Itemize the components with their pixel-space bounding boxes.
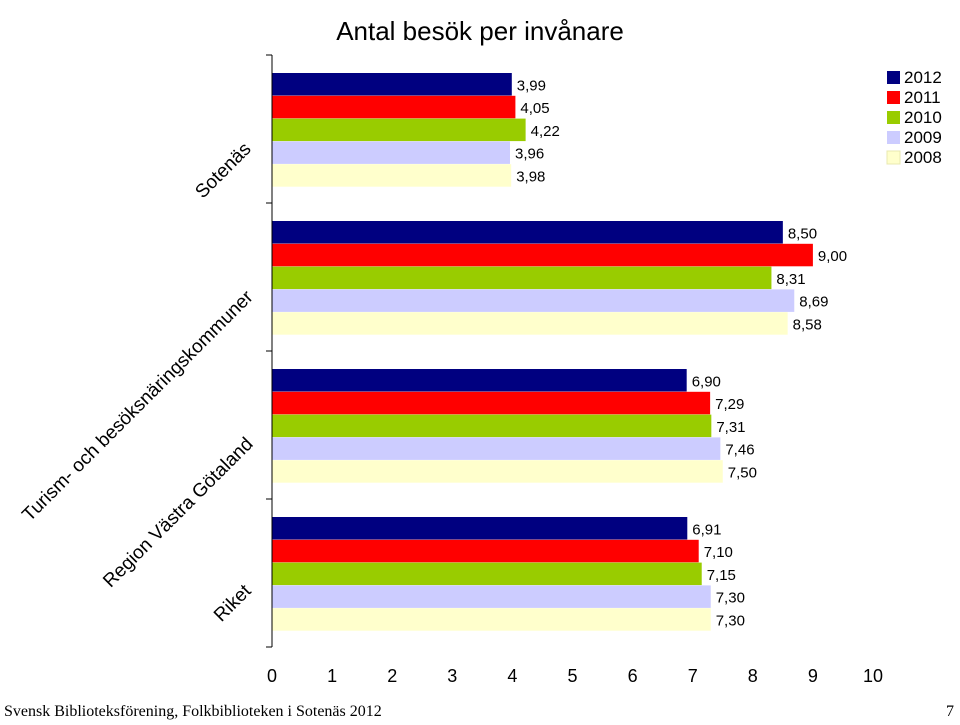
data-label: 8,50 [788,225,817,242]
data-label: 7,15 [707,567,736,584]
legend-label: 2012 [904,68,942,87]
legend-swatch-2011 [887,91,900,104]
legend-swatch-2009 [887,131,900,144]
bar-2011-3 [272,539,699,563]
x-tick-label: 5 [567,666,577,686]
bar-2012-0 [272,73,512,96]
bar-2012-1 [272,221,783,244]
bar-2009-2 [272,437,721,460]
bar-2009-3 [272,585,711,608]
bar-2010-1 [272,266,772,290]
bar-2010-0 [272,118,526,142]
bar-2012-3 [272,517,688,540]
bar-2011-0 [272,95,516,119]
x-tick-label: 4 [507,666,517,686]
legend-label: 2009 [904,128,942,147]
data-label: 6,90 [692,373,721,390]
bar-chart: Antal besök per invånare 3,994,054,223,9… [18,16,942,686]
x-tick-label: 1 [327,666,337,686]
bar-2008-0 [272,164,512,187]
data-label: 8,58 [793,316,822,333]
bar-2008-3 [272,608,711,631]
data-label: 7,46 [725,442,754,459]
data-label: 3,96 [515,146,544,163]
bar-2009-1 [272,289,795,312]
x-tick-label: 6 [628,666,638,686]
x-tick-label: 3 [447,666,457,686]
page-footer: Svensk Biblioteksförening, Folkbibliotek… [0,701,960,725]
data-label: 9,00 [818,248,847,265]
bar-2011-1 [272,243,813,267]
legend-label: 2010 [904,108,942,127]
data-label: 7,31 [716,419,745,436]
x-tick-label: 10 [863,666,883,686]
bars-group: 3,99 4,05 4,22 3,96 3,98 8,509,00 8,31 8,69 8,58… [272,73,847,631]
legend-swatch-2012 [887,71,900,84]
data-label: 7,30 [716,612,745,629]
data-label: 8,31 [776,271,805,288]
bar-2011-2 [272,391,711,415]
x-tick-label: 8 [748,666,758,686]
data-label: 6,91 [692,521,721,538]
x-tick-label: 0 [267,666,277,686]
bar-2008-2 [272,460,723,483]
bar-2010-2 [272,414,712,438]
page-number: 7 [946,703,954,720]
x-tick-label: 7 [688,666,698,686]
legend-swatch-2008 [886,150,901,165]
bar-2010-3 [272,562,702,586]
bar-2008-1 [272,312,788,335]
legend-label: 2008 [904,148,942,167]
data-label: 7,30 [716,590,745,607]
data-label: 7,50 [728,464,757,481]
data-label: 7,10 [704,544,733,561]
bar-2012-2 [272,369,687,392]
data-label: 8,69 [799,294,828,311]
data-label: 4,05 [520,100,549,117]
data-label: 7,29 [715,396,744,413]
legend-label: 2011 [904,88,941,107]
data-label: 4,22 [531,123,560,140]
x-tick-label: 2 [387,666,397,686]
data-label: 3,99 [517,77,546,94]
chart-title: Antal besök per invånare [336,16,624,46]
bar-2009-0 [272,141,510,164]
data-label: 3,98 [516,168,545,185]
footer-source: Svensk Biblioteksförening, Folkbibliotek… [4,703,382,720]
x-tick-label: 9 [808,666,818,686]
legend-swatch-2010 [887,111,900,124]
